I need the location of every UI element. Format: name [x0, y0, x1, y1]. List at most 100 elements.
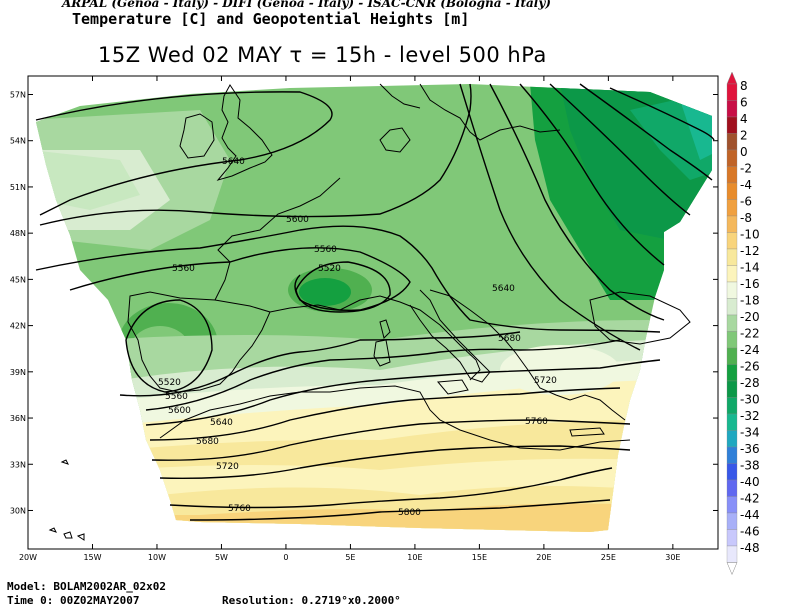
colorbar-swatch	[726, 199, 738, 217]
colorbar-label: -26	[740, 360, 760, 374]
temperature-colorbar: 8 6 4 2 0 -2 -4 -6 -8 -10 -12 -14 -16 -18 -20 -22 -24 -26…	[726, 71, 760, 576]
contour-label: 5560	[172, 264, 195, 274]
map-frame	[27, 75, 719, 550]
lat-tick-label: 48N	[10, 229, 26, 238]
map-subtitle: 15Z Wed 02 MAY τ = 15h - level 500 hPa	[98, 43, 547, 67]
colorbar-swatch	[726, 149, 738, 167]
contour-label: 5560	[165, 392, 188, 402]
contour-label: 5640	[222, 157, 245, 167]
geopotential-contours	[35, 83, 715, 521]
lon-tick-label: 25E	[601, 553, 616, 562]
colorbar-label: -6	[740, 195, 752, 209]
lon-tick-label: 10W	[148, 553, 166, 562]
lon-tick-label: 0	[283, 553, 288, 562]
contour-label: 5640	[492, 284, 515, 294]
colorbar-label: -8	[740, 211, 752, 225]
contour-label: 5720	[216, 462, 239, 472]
colorbar-swatch	[726, 100, 738, 118]
lat-tick-label: 30N	[10, 506, 26, 515]
colorbar-label: -24	[740, 343, 760, 357]
colorbar-label: 8	[740, 79, 748, 93]
footer-model: Model: BOLAM2002AR_02x02	[7, 580, 166, 593]
lat-tick-label: 57N	[10, 90, 26, 99]
colorbar-swatch	[726, 215, 738, 233]
colorbar-label: -46	[740, 525, 760, 539]
colorbar-swatch	[726, 413, 738, 431]
lon-tick-label: 15W	[83, 553, 101, 562]
field-layer: 5640 5600 5560 5520 5560 5520 5560 5600 …	[35, 83, 715, 541]
colorbar-label: 2	[740, 129, 748, 143]
contour-label: 5560	[314, 245, 337, 255]
colorbar-swatch	[726, 430, 738, 448]
colorbar-swatch	[726, 364, 738, 382]
contour-labels: 5640 5600 5560 5520 5560 5520 5560 5600 …	[158, 157, 557, 518]
lat-tick-label: 54N	[10, 137, 26, 146]
colorbar-label: -44	[740, 508, 760, 522]
colorbar-swatch	[726, 512, 738, 530]
colorbar-swatch	[726, 166, 738, 184]
contour-label: 5600	[286, 215, 309, 225]
colorbar-swatch	[726, 397, 738, 415]
map-title: Temperature [C] and Geopotential Heights…	[72, 10, 470, 28]
colorbar-swatch	[726, 232, 738, 250]
colorbar-label: -42	[740, 492, 760, 506]
contour-label: 5760	[525, 417, 548, 427]
contour-label: 5640	[210, 418, 233, 428]
colorbar-swatch	[726, 496, 738, 514]
lon-tick-label: 5W	[215, 553, 228, 562]
colorbar-swatch	[726, 347, 738, 365]
colorbar-swatch	[726, 116, 738, 134]
colorbar-swatch	[726, 463, 738, 481]
contour-label: 5720	[534, 376, 557, 386]
colorbar-swatch	[726, 331, 738, 349]
colorbar-swatch	[726, 248, 738, 266]
contour-label: 5520	[318, 264, 341, 274]
contour-label: 5680	[196, 437, 219, 447]
colorbar-label: -2	[740, 162, 752, 176]
colorbar-swatch	[726, 83, 738, 101]
contour-label: 5600	[168, 406, 191, 416]
colorbar-label: -22	[740, 327, 760, 341]
contour-label: 5520	[158, 378, 181, 388]
colorbar-label: -36	[740, 442, 760, 456]
colorbar-bottom-arrow	[726, 562, 738, 576]
axis-ticks: 57N 54N 51N 48N 45N 42N 39N 36N 33N 30N 20W 15W 10W 5…	[10, 76, 718, 562]
colorbar-label: -40	[740, 475, 760, 489]
institutions-header: ARPAL (Genoa - Italy) - DIFI (Genoa - It…	[62, 0, 551, 10]
colorbar-label: -14	[740, 261, 760, 275]
colorbar-swatch	[726, 314, 738, 332]
colorbar-swatch	[726, 182, 738, 200]
colorbar-label: -4	[740, 178, 752, 192]
colorbar-top-arrow	[726, 71, 738, 85]
lat-tick-label: 33N	[10, 460, 26, 469]
colorbar-label: -20	[740, 310, 760, 324]
colorbar-label: 4	[740, 112, 748, 126]
colorbar-label: -16	[740, 277, 760, 291]
colorbar-label: 6	[740, 96, 748, 110]
contour-label: 5800	[398, 508, 421, 518]
lon-tick-label: 15E	[472, 553, 487, 562]
colorbar-label: -30	[740, 393, 760, 407]
lon-tick-label: 30E	[665, 553, 680, 562]
lat-tick-label: 39N	[10, 368, 26, 377]
colorbar-label: -32	[740, 409, 760, 423]
colorbar-label: -10	[740, 228, 760, 242]
lat-tick-label: 42N	[10, 322, 26, 331]
footer-resolution: Resolution: 0.2719°x0.2000°	[222, 594, 401, 607]
contour-label: 5760	[228, 504, 251, 514]
colorbar-label: -38	[740, 459, 760, 473]
colorbar-swatch	[726, 446, 738, 464]
lat-tick-label: 45N	[10, 275, 26, 284]
lat-tick-label: 36N	[10, 414, 26, 423]
colorbar-swatch	[726, 545, 738, 563]
colorbar-swatch	[726, 265, 738, 283]
colorbar-swatch	[726, 529, 738, 547]
colorbar-label: -12	[740, 244, 760, 258]
contour-label: 5680	[498, 334, 521, 344]
colorbar-label: -28	[740, 376, 760, 390]
colorbar-label: -18	[740, 294, 760, 308]
colorbar-swatch	[726, 281, 738, 299]
footer-time: Time 0: 00Z02MAY2007	[7, 594, 140, 607]
lon-tick-label: 20E	[536, 553, 551, 562]
lon-tick-label: 5E	[345, 553, 355, 562]
